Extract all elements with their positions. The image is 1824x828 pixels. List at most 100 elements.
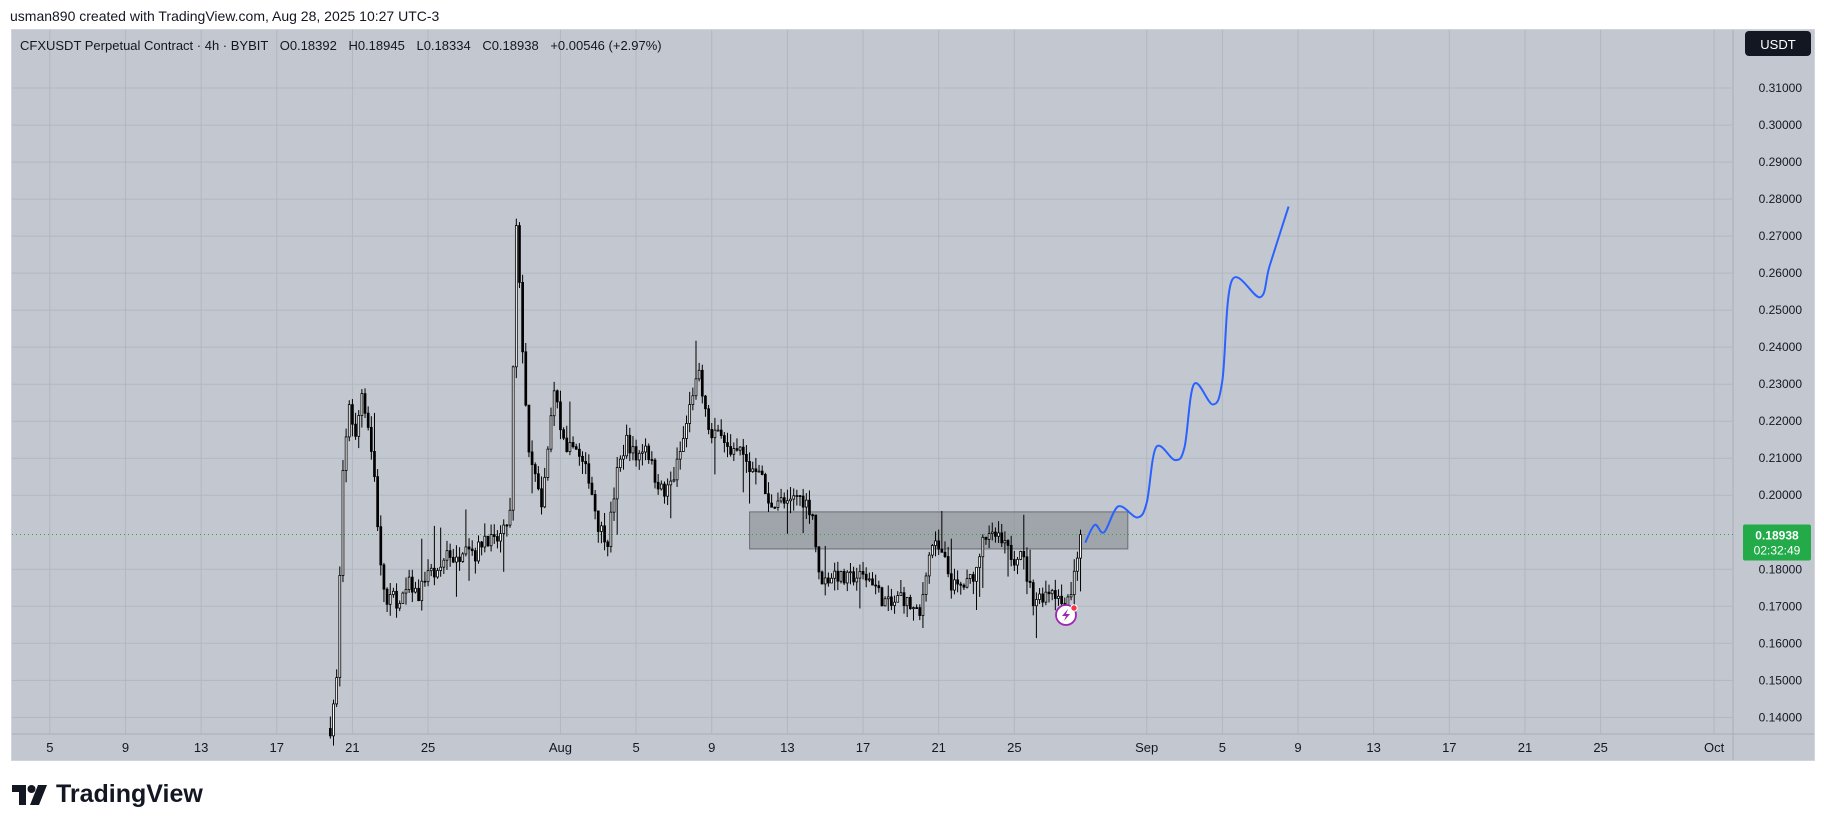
candle [537, 466, 540, 491]
candle [401, 591, 405, 604]
candle [786, 489, 789, 534]
candle [442, 558, 446, 574]
time-tick-label: 9 [122, 740, 129, 755]
candle [723, 432, 726, 453]
candle [461, 552, 465, 563]
time-tick-label: 25 [1007, 740, 1021, 755]
candle [984, 536, 988, 545]
last-price-badge: 0.18938 02:32:49 [1743, 524, 1811, 561]
candle [656, 474, 660, 495]
candle [1006, 539, 1010, 577]
candle [631, 436, 635, 461]
candle [861, 561, 865, 580]
projection-path[interactable] [1084, 206, 1290, 544]
candlestick-chart[interactable]: 0.31000 0.30000 0.29000 0.28000 0.27000 0.260… [12, 30, 1814, 760]
candle [760, 465, 764, 476]
candle [423, 571, 427, 587]
lightning-icon[interactable] [1055, 604, 1078, 626]
candle [959, 581, 963, 595]
price-tick-label: 0.26000 [1759, 266, 1803, 280]
candle [697, 362, 701, 382]
candle [502, 519, 506, 572]
candle [499, 525, 502, 553]
candle [439, 527, 443, 577]
candle [363, 388, 367, 418]
candle [849, 562, 852, 585]
candle [827, 572, 830, 587]
candle [470, 540, 474, 556]
candle [814, 514, 818, 553]
candle [1038, 588, 1041, 605]
candle [1057, 589, 1060, 606]
price-scale[interactable]: 0.31000 0.30000 0.29000 0.28000 0.27000 0.260… [1759, 81, 1803, 724]
chart-legend[interactable]: CFXUSDT Perpetual Contract · 4h · BYBIT … [20, 38, 662, 53]
candle [902, 586, 906, 614]
time-tick-label: Aug [549, 740, 572, 755]
candle [927, 551, 931, 584]
candle [527, 404, 531, 458]
candle [366, 406, 370, 431]
currency-badge[interactable]: USDT [1745, 31, 1811, 56]
price-tick-label: 0.20000 [1759, 488, 1803, 502]
candle [767, 482, 770, 512]
candle [596, 510, 600, 543]
candle [893, 595, 896, 614]
tradingview-logo[interactable]: TradingView [12, 780, 203, 809]
candle [480, 540, 483, 556]
price-tick-label: 0.29000 [1759, 155, 1803, 169]
candle [908, 594, 912, 610]
candle [710, 422, 714, 444]
time-scale[interactable]: 5 9 13 17 21 25 Aug 5 9 13 17 21 25 Sep 5 9 13 17 21 25 Oct [46, 740, 1724, 755]
time-tick-label: 17 [1442, 740, 1456, 755]
candle [543, 467, 547, 509]
price-tick-label: 0.23000 [1759, 377, 1803, 391]
candle [792, 488, 796, 511]
candle [754, 458, 758, 485]
time-tick-label: 21 [931, 740, 945, 755]
candle [524, 342, 528, 407]
candle [587, 454, 591, 489]
candle [694, 340, 698, 400]
candle [782, 492, 786, 509]
price-tick-label: 0.15000 [1759, 673, 1803, 687]
candle [335, 669, 339, 708]
change-value: +0.00546 (+2.97%) [550, 38, 661, 53]
candle [653, 458, 657, 489]
price-tick-label: 0.28000 [1759, 192, 1803, 206]
candle [931, 544, 934, 559]
candle [990, 522, 994, 541]
candle [751, 461, 755, 473]
chart-frame[interactable]: 0.31000 0.30000 0.29000 0.28000 0.27000 0.260… [11, 29, 1815, 761]
chart-background [12, 30, 1814, 760]
candle [994, 527, 997, 543]
candle [426, 559, 430, 587]
candle [874, 574, 877, 595]
candle [949, 538, 953, 599]
candle [555, 389, 559, 409]
candle [625, 424, 628, 459]
candle [338, 566, 342, 687]
candle [823, 545, 827, 596]
candle [496, 530, 499, 549]
candle [975, 566, 978, 610]
price-tick-label: 0.18000 [1759, 562, 1803, 576]
candle [830, 573, 833, 584]
candle [505, 524, 509, 537]
symbol-label[interactable]: CFXUSDT Perpetual Contract · 4h · BYBIT [20, 38, 268, 53]
price-tick-label: 0.31000 [1759, 81, 1803, 95]
candle [852, 566, 855, 586]
candle [565, 425, 569, 453]
time-tick-label: 17 [856, 740, 870, 755]
candle [763, 472, 767, 495]
candle [842, 568, 846, 585]
time-tick-label: Sep [1135, 740, 1158, 755]
last-price-label: 0.18938 [1755, 529, 1799, 543]
price-tick-label: 0.21000 [1759, 451, 1803, 465]
candle [606, 539, 610, 557]
candle [590, 476, 594, 496]
time-tick-label: 5 [632, 740, 639, 755]
candle [729, 434, 733, 457]
price-tick-label: 0.14000 [1759, 710, 1803, 724]
price-tick-label: 0.25000 [1759, 303, 1803, 317]
candle [1000, 523, 1004, 548]
